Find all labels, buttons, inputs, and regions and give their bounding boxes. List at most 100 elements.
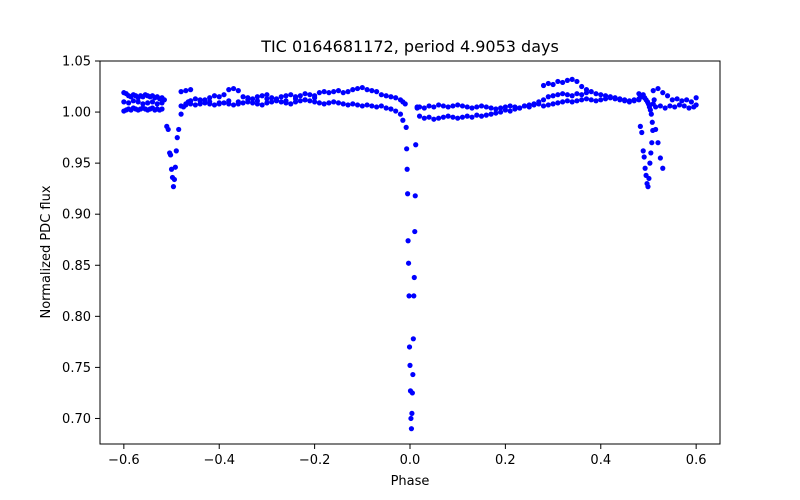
- data-point: [536, 99, 542, 105]
- data-point: [326, 100, 332, 106]
- data-point: [316, 90, 322, 96]
- data-point: [612, 95, 618, 101]
- data-point: [483, 112, 489, 118]
- data-point: [264, 100, 270, 106]
- data-point: [664, 93, 671, 99]
- data-point: [226, 98, 232, 104]
- data-point: [316, 100, 322, 106]
- data-point: [648, 111, 654, 117]
- data-point: [192, 102, 198, 108]
- data-point: [400, 117, 406, 123]
- data-point: [340, 90, 346, 96]
- data-point: [121, 99, 127, 105]
- data-point: [297, 98, 303, 104]
- data-point: [221, 100, 227, 106]
- y-tick-label: 0.85: [62, 259, 91, 274]
- data-point: [693, 102, 699, 108]
- data-point: [408, 415, 414, 422]
- data-point: [647, 107, 653, 113]
- data-point: [410, 336, 416, 342]
- data-point: [226, 87, 232, 93]
- data-point: [331, 89, 337, 95]
- data-point: [574, 98, 580, 104]
- data-point: [564, 77, 570, 84]
- data-point: [607, 94, 613, 100]
- data-point: [426, 114, 432, 120]
- data-point: [507, 108, 513, 114]
- data-point: [364, 87, 370, 93]
- data-point: [598, 92, 604, 98]
- data-point: [660, 165, 666, 171]
- data-point: [498, 105, 504, 111]
- data-point: [450, 114, 456, 120]
- data-point: [178, 89, 184, 95]
- data-point: [135, 99, 141, 105]
- data-point: [517, 105, 523, 111]
- data-point: [402, 101, 408, 107]
- data-point: [686, 105, 692, 111]
- data-point: [693, 95, 699, 101]
- data-point: [259, 93, 265, 99]
- data-point: [493, 110, 499, 116]
- data-point: [250, 96, 256, 102]
- data-point: [165, 126, 171, 133]
- data-point: [230, 102, 237, 108]
- data-point: [531, 101, 537, 107]
- y-tick-label: 0.70: [62, 412, 91, 427]
- data-point: [405, 260, 412, 266]
- data-point: [669, 97, 675, 103]
- data-point: [388, 106, 394, 112]
- data-point: [404, 166, 410, 172]
- data-point: [655, 140, 661, 146]
- data-point: [650, 127, 656, 134]
- y-tick-label: 1.00: [62, 106, 91, 121]
- data-point: [404, 146, 410, 152]
- data-point: [550, 101, 556, 107]
- data-point: [650, 88, 656, 94]
- data-point: [364, 102, 370, 108]
- data-point: [397, 111, 404, 117]
- data-point: [440, 114, 446, 120]
- data-point: [647, 160, 653, 166]
- data-point: [216, 100, 222, 106]
- data-point: [545, 80, 551, 87]
- x-tick-label: −0.4: [203, 453, 235, 468]
- data-point: [593, 91, 599, 97]
- data-point: [640, 148, 646, 154]
- data-point: [493, 106, 499, 112]
- chart-title: TIC 0164681172, period 4.9053 days: [260, 37, 559, 56]
- data-point: [474, 112, 480, 118]
- data-point: [145, 100, 151, 106]
- data-point: [388, 94, 394, 100]
- data-point: [174, 135, 180, 141]
- data-point: [440, 103, 446, 109]
- data-point: [130, 98, 136, 104]
- data-point: [188, 87, 194, 93]
- data-point: [540, 103, 547, 109]
- data-point: [292, 96, 299, 102]
- data-point: [197, 97, 203, 103]
- y-tick-label: 0.90: [62, 208, 91, 223]
- data-point: [221, 92, 227, 98]
- data-point: [235, 88, 241, 94]
- data-point: [660, 90, 666, 96]
- data-point: [240, 100, 246, 106]
- data-point: [626, 98, 632, 104]
- data-point: [574, 91, 580, 97]
- data-point: [374, 104, 380, 110]
- data-point: [307, 98, 313, 104]
- data-point: [159, 106, 165, 112]
- data-point: [412, 228, 418, 235]
- data-point: [684, 97, 690, 103]
- data-point: [555, 92, 561, 98]
- data-point: [631, 97, 637, 103]
- data-point: [154, 101, 160, 107]
- data-point: [178, 103, 184, 109]
- data-point: [250, 100, 256, 106]
- data-point: [354, 85, 361, 92]
- data-point: [469, 114, 475, 120]
- data-point: [297, 93, 303, 99]
- data-point: [637, 123, 643, 129]
- x-axis: −0.6 −0.4 −0.2 0.0 0.2 0.4 0.6: [108, 444, 706, 468]
- x-axis-label: Phase: [391, 474, 430, 489]
